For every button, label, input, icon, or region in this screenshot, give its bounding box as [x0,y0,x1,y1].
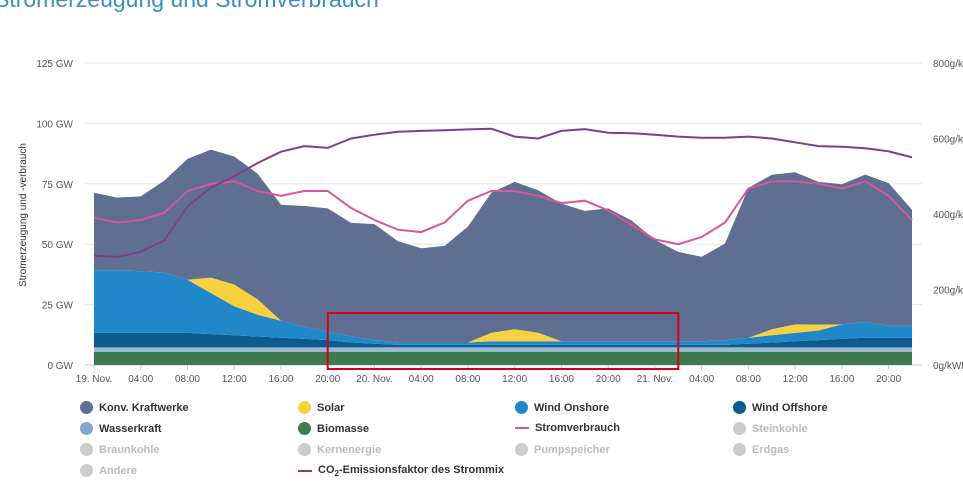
area-wasserkraft [94,347,912,352]
x-tick-label: 08:00 [455,374,480,385]
legend-label: Stromverbrauch [535,422,620,434]
x-tick-label: 16:00 [829,374,854,385]
legend-label: Konv. Kraftwerke [99,401,189,414]
highlight-box [326,312,680,370]
x-tick-label: 20. Nov. [356,374,393,385]
y2-tick-label: 0g/kWh [933,361,963,372]
page-title: Stromerzeugung und Stromverbrauch [0,0,379,13]
x-tick-label: 08:00 [736,374,761,385]
legend-label: CO2-Emissionsfaktor des Strommix [318,464,505,479]
legend-label: Pumpspeicher [534,443,610,456]
x-tick-label: 12:00 [222,374,247,385]
co2-line [93,127,913,259]
legend-label: Braunkohle [99,443,160,456]
stromverbrauch-marker [515,427,529,429]
legend-item-pumpspeicher[interactable]: Pumpspeicher [515,443,610,456]
legend-item-braunkohle[interactable]: Braunkohle [80,443,160,456]
area-solar [94,270,912,343]
legend-label: Steinkohle [752,422,808,435]
pumpspeicher-marker [515,443,528,456]
x-tick-label: 21. Nov. [637,374,674,385]
biomasse-marker [298,422,311,435]
legend-label: Biomasse [317,422,369,435]
area-wind-offshore [94,332,912,348]
y2-tick-label: 200g/kWh [933,286,963,297]
braunkohle-marker [80,443,93,456]
legend-item-wind-onshore[interactable]: Wind Onshore [515,401,609,414]
legend-label: Wasserkraft [99,422,162,435]
legend-item-stromverbrauch[interactable]: Stromverbrauch [515,422,620,434]
legend-label: Kernenergie [317,443,382,456]
x-tick-label: 16:00 [549,374,574,385]
legend-label: Wind Offshore [752,401,828,414]
legend-item-wasserkraft[interactable]: Wasserkraft [80,422,162,435]
y2-axis: 0g/kWh 200g/kWh 400g/kWh 600g/kWh 800g/kWh [933,59,963,372]
legend-label: Wind Onshore [534,401,610,414]
y-tick-label: 100 GW [36,119,73,130]
x-tick-label: 16:00 [268,374,293,385]
area-biomasse [94,351,912,365]
x-tick-label: 20:00 [315,374,340,385]
andere-marker [80,464,93,477]
co2-marker [298,470,312,473]
steinkohle-marker [733,422,746,435]
y2-tick-label: 600g/kWh [933,135,963,146]
chart: 0 GW 25 GW 50 GW 75 GW 100 GW 125 GW 0g/kWh 20… [18,59,963,385]
legend-item-steinkohle[interactable]: Steinkohle [733,422,808,435]
legend: Konv. Kraftwerke Solar Wind Onshore Wind… [0,395,963,485]
x-tick-label: 04:00 [689,374,714,385]
y-axis-label: Stromerzeugung und -verbrauch [18,143,29,287]
area-konv-kraftwerke [94,149,912,343]
wind-offshore-marker [733,401,746,414]
y-axis: 0 GW 25 GW 50 GW 75 GW 100 GW 125 GW [36,59,73,372]
x-tick-label: 04:00 [128,374,153,385]
x-tick-label: 19. Nov. [76,374,113,385]
legend-item-konv[interactable]: Konv. Kraftwerke [80,401,189,414]
legend-item-biomasse[interactable]: Biomasse [298,422,369,435]
y2-tick-label: 800g/kWh [933,59,963,70]
legend-item-co2[interactable]: CO2-Emissionsfaktor des Strommix [298,464,504,478]
area-wind-onshore [94,270,912,345]
x-tick-label: 04:00 [409,374,434,385]
legend-label: Solar [317,401,345,414]
solar-marker [298,401,311,414]
kernenergie-marker [298,443,311,456]
x-tick-label: 20:00 [876,374,901,385]
wind-onshore-marker [515,401,528,414]
y-tick-label: 0 GW [47,361,73,372]
legend-item-andere[interactable]: Andere [80,464,137,477]
legend-item-erdgas[interactable]: Erdgas [733,443,789,456]
y-tick-label: 25 GW [42,301,74,312]
legend-label: Erdgas [752,443,790,456]
y-tick-label: 75 GW [42,180,74,191]
legend-item-kernenergie[interactable]: Kernenergie [298,443,381,456]
legend-label: Andere [99,464,137,477]
y-tick-label: 125 GW [36,59,73,70]
stromverbrauch-line [93,180,913,246]
konv-marker [80,401,93,414]
x-tick-label: 08:00 [175,374,200,385]
legend-item-solar[interactable]: Solar [298,401,345,414]
y2-tick-label: 400g/kWh [933,210,963,221]
x-tick-label: 12:00 [502,374,527,385]
x-tick-label: 12:00 [783,374,808,385]
stacked-areas [94,149,912,365]
x-axis: 19. Nov. 04:00 08:00 12:00 16:00 20:00 20. Nov… [76,365,902,385]
erdgas-marker [733,443,746,456]
y-tick-label: 50 GW [42,240,74,251]
wasserkraft-marker [80,422,93,435]
line-series [93,127,913,259]
legend-item-wind-offshore[interactable]: Wind Offshore [733,401,828,414]
x-tick-label: 20:00 [596,374,621,385]
